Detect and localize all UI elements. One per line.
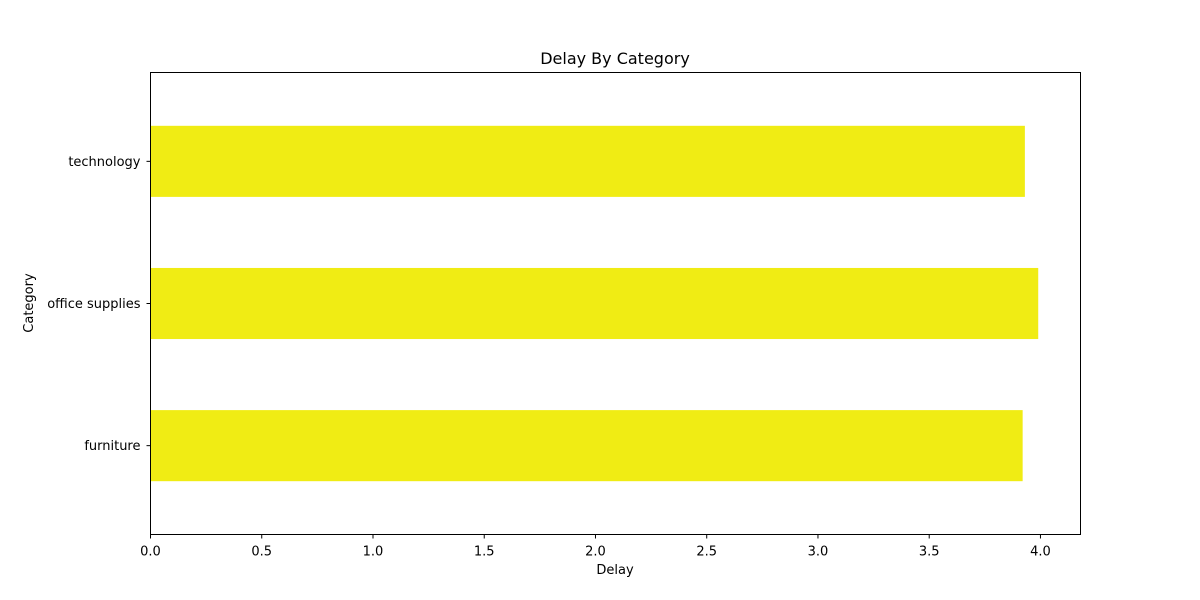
y-tick-label: technology — [68, 155, 140, 170]
bars-group — [150, 125, 1039, 482]
x-tick-label: 1.5 — [474, 545, 495, 560]
x-tick-label: 1.0 — [363, 545, 384, 560]
x-tick-label: 2.0 — [585, 545, 606, 560]
x-tick-label: 0.5 — [251, 545, 272, 560]
x-tick-label: 0.0 — [140, 545, 161, 560]
chart-title: Delay By Category — [540, 49, 690, 68]
bar-technology — [150, 125, 1025, 197]
bar-furniture — [150, 410, 1023, 482]
y-tick-label: furniture — [84, 439, 140, 454]
bar-office-supplies — [150, 267, 1039, 340]
x-tick-label: 3.5 — [919, 545, 940, 560]
x-tick-label: 3.0 — [808, 545, 829, 560]
x-axis: 0.0 0.5 1.0 1.5 2.0 2.5 3.0 3.5 4.0 — [140, 534, 1051, 560]
x-tick-label: 4.0 — [1030, 545, 1051, 560]
x-tick-label: 2.5 — [696, 545, 717, 560]
y-tick-label: office supplies — [47, 297, 141, 312]
y-axis: furniture office supplies technology — [47, 155, 151, 454]
x-axis-label: Delay — [596, 563, 634, 578]
y-axis-label: Category — [22, 273, 37, 333]
